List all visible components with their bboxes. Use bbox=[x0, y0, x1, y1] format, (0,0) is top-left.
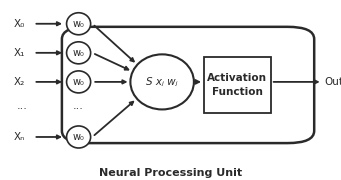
Text: ...: ... bbox=[17, 101, 28, 111]
Text: w₀: w₀ bbox=[73, 132, 85, 142]
Text: X₀: X₀ bbox=[13, 19, 25, 29]
Text: Activation
Function: Activation Function bbox=[207, 73, 267, 96]
Ellipse shape bbox=[66, 126, 91, 148]
FancyBboxPatch shape bbox=[204, 57, 271, 112]
Ellipse shape bbox=[66, 71, 91, 93]
Ellipse shape bbox=[130, 54, 194, 109]
Text: S xⱼ wⱼ: S xⱼ wⱼ bbox=[146, 77, 178, 87]
Text: w₀: w₀ bbox=[73, 77, 85, 87]
Text: X₂: X₂ bbox=[13, 77, 25, 87]
Text: X₁: X₁ bbox=[13, 48, 25, 58]
Text: Output: Output bbox=[324, 77, 341, 87]
Ellipse shape bbox=[66, 13, 91, 35]
Text: Xₙ: Xₙ bbox=[13, 132, 25, 142]
Text: ...: ... bbox=[73, 101, 84, 111]
Ellipse shape bbox=[66, 42, 91, 64]
Text: Neural Processing Unit: Neural Processing Unit bbox=[99, 168, 242, 178]
Text: w₀: w₀ bbox=[73, 48, 85, 58]
FancyBboxPatch shape bbox=[62, 27, 314, 143]
Text: w₀: w₀ bbox=[73, 19, 85, 29]
